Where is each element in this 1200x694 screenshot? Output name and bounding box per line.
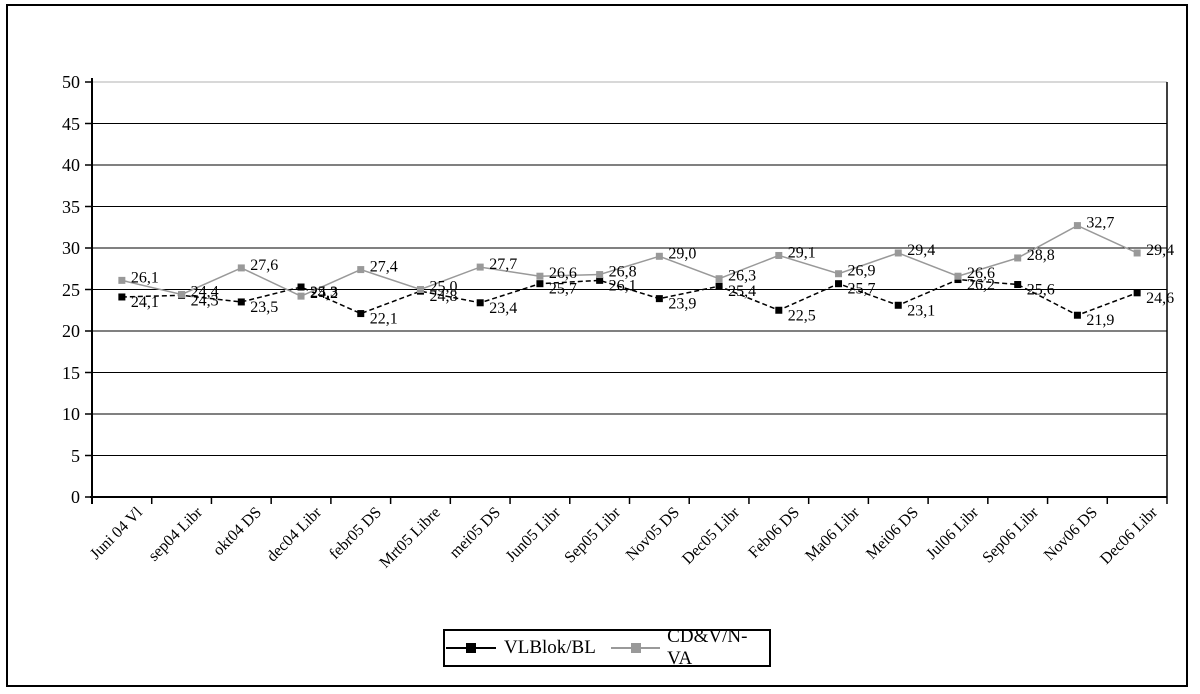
data-point-marker-cdv-nva <box>536 272 544 280</box>
data-point-marker-cdv-nva <box>1133 249 1141 257</box>
data-point-marker-cdv-nva <box>357 266 365 274</box>
data-label: 29,4 <box>907 242 935 259</box>
data-label: 32,7 <box>1086 215 1114 232</box>
data-label: 25,6 <box>1027 282 1055 299</box>
data-label: 27,4 <box>370 259 398 276</box>
data-point-marker-cdv-nva <box>1014 254 1022 262</box>
data-label: 22,1 <box>370 311 398 328</box>
data-label: 29,4 <box>1146 242 1174 259</box>
data-label: 25,3 <box>310 284 338 301</box>
data-label: 24,6 <box>1146 290 1174 307</box>
data-point-marker-vlblok <box>1073 311 1081 319</box>
data-point-marker-vlblok <box>536 280 544 288</box>
y-axis-tick-label: 45 <box>62 113 80 134</box>
y-axis-tick-label: 5 <box>71 445 80 466</box>
data-label: 21,9 <box>1086 312 1114 329</box>
data-point-marker-vlblok <box>835 280 843 288</box>
data-point-marker-cdv-nva <box>894 249 902 257</box>
chart-frame <box>6 4 1188 687</box>
data-point-marker-cdv-nva <box>118 276 126 284</box>
series-line-vlblok <box>121 278 1138 317</box>
data-label: 26,6 <box>967 265 995 282</box>
data-label: 22,5 <box>788 307 816 324</box>
data-label: 24,8 <box>429 288 457 305</box>
data-point-marker-vlblok <box>715 282 723 290</box>
data-point-marker-cdv-nva <box>178 290 186 298</box>
data-label: 28,8 <box>1027 247 1055 264</box>
y-axis-tick-label: 35 <box>62 196 80 217</box>
data-point-marker-cdv-nva <box>1073 222 1081 230</box>
data-label: 23,4 <box>489 300 517 317</box>
data-label: 26,8 <box>609 264 637 281</box>
data-point-marker-cdv-nva <box>954 272 962 280</box>
data-label: 27,6 <box>250 257 278 274</box>
gray-square-marker-icon <box>610 643 661 653</box>
data-point-marker-cdv-nva <box>297 292 305 300</box>
data-label: 29,0 <box>668 245 696 262</box>
y-axis-tick-label: 50 <box>62 72 80 92</box>
data-point-marker-cdv-nva <box>655 252 663 260</box>
data-label: 26,1 <box>609 277 637 294</box>
data-point-marker-cdv-nva <box>715 275 723 283</box>
data-point-marker-vlblok <box>237 298 245 306</box>
data-label: 26,6 <box>549 265 577 282</box>
data-label: 25,4 <box>728 283 756 300</box>
data-label: 24,1 <box>131 294 159 311</box>
data-point-marker-cdv-nva <box>476 263 484 271</box>
data-point-marker-vlblok <box>1014 281 1022 289</box>
data-label: 24,2 <box>310 285 338 302</box>
data-point-marker-vlblok <box>297 283 305 291</box>
data-point-marker-vlblok <box>357 310 365 318</box>
data-point-marker-vlblok <box>118 293 126 301</box>
y-axis-tick-label: 30 <box>62 238 80 258</box>
data-point-marker-cdv-nva <box>416 286 424 293</box>
data-point-marker-cdv-nva <box>237 264 245 272</box>
data-point-marker-cdv-nva <box>775 251 783 259</box>
data-label: 26,2 <box>967 277 995 294</box>
y-axis-tick-label: 20 <box>62 321 80 341</box>
y-axis-tick-label: 40 <box>62 155 80 175</box>
series-line-cdv-nva <box>121 224 1138 297</box>
data-label: 26,9 <box>848 263 876 280</box>
data-label: 25,0 <box>429 279 457 296</box>
data-label: 24,4 <box>191 283 219 300</box>
legend-label-cdv-nva: CD&V/N-VA <box>667 626 748 669</box>
data-label: 25,7 <box>549 281 577 298</box>
data-point-marker-cdv-nva <box>596 271 604 279</box>
data-point-marker-vlblok <box>1133 289 1141 297</box>
data-label: 25,7 <box>848 281 876 298</box>
data-point-marker-vlblok <box>894 301 902 309</box>
y-axis-tick-label: 25 <box>62 279 80 300</box>
data-label: 23,1 <box>907 302 935 319</box>
y-axis-tick-label: 0 <box>71 487 80 507</box>
black-square-marker-icon <box>446 643 496 653</box>
legend-item-vlblok: VLBlok/BL <box>445 637 596 659</box>
data-label: 29,1 <box>788 244 816 261</box>
data-point-marker-vlblok <box>596 276 604 284</box>
data-point-marker-vlblok <box>775 306 783 314</box>
data-label: 27,7 <box>489 256 517 273</box>
data-label: 23,5 <box>250 299 278 316</box>
data-point-marker-vlblok <box>655 295 663 303</box>
data-label: 24,3 <box>191 292 219 309</box>
legend: VLBlok/BL CD&V/N-VA <box>443 626 771 670</box>
legend-item-cdv-nva: CD&V/N-VA <box>610 626 769 670</box>
data-label: 26,1 <box>131 269 159 286</box>
data-point-marker-cdv-nva <box>835 270 843 278</box>
data-label: 23,9 <box>668 296 696 313</box>
y-axis-tick-label: 10 <box>62 404 80 424</box>
data-label: 26,3 <box>728 268 756 285</box>
y-axis-tick-label: 15 <box>62 362 80 383</box>
data-point-marker-vlblok <box>476 299 484 307</box>
legend-label-vlblok: VLBlok/BL <box>504 637 596 658</box>
